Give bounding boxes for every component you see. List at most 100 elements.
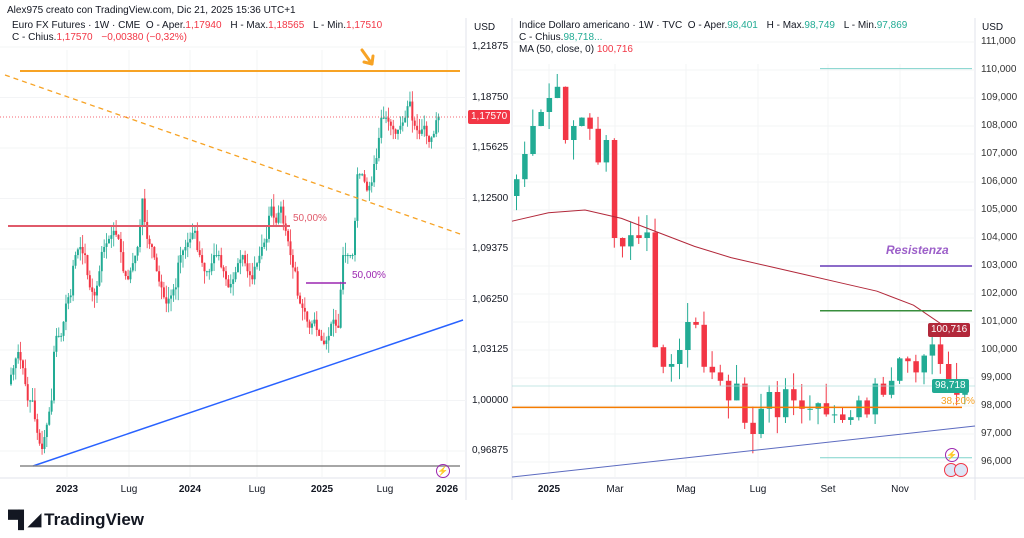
change-value: −0,00380 (−0,32%) <box>101 32 188 43</box>
candle <box>717 372 724 381</box>
close-label: C - Chius. <box>519 32 564 43</box>
candle <box>351 255 354 257</box>
candle <box>84 253 87 256</box>
x-axis-tick: 2025 <box>310 484 334 495</box>
candle <box>628 235 634 247</box>
open-value: 1,17940 <box>185 20 222 31</box>
lightning-icon[interactable]: ⚡ <box>436 464 450 478</box>
candle <box>401 122 404 126</box>
candle <box>287 230 290 242</box>
low-label: L - Min. <box>843 20 877 31</box>
y-axis-tick: 101,000 <box>981 316 1018 327</box>
candle <box>105 243 108 247</box>
y-axis-tick: 100,000 <box>981 344 1018 355</box>
y-axis-tick: 110,000 <box>981 64 1017 75</box>
x-axis-tick: Lug <box>248 484 266 495</box>
candle <box>750 422 756 434</box>
candle <box>170 295 173 299</box>
candle <box>53 351 55 401</box>
candle <box>897 358 903 381</box>
candle <box>888 380 895 395</box>
moving-average-line <box>511 209 951 331</box>
candle <box>100 251 103 272</box>
candle <box>79 246 82 250</box>
candle <box>387 117 390 122</box>
candle <box>668 364 675 367</box>
candle <box>611 140 618 238</box>
candle <box>41 443 44 449</box>
candle <box>12 368 15 375</box>
lightning-icon[interactable]: ⚡ <box>945 448 959 462</box>
x-axis-tick: Lug <box>749 484 767 495</box>
fib-label: 50,00% <box>352 270 386 281</box>
candle <box>96 285 98 296</box>
candle <box>182 250 184 256</box>
y-axis-tick: 107,000 <box>981 148 1018 159</box>
right-symbol[interactable]: Indice Dollaro americano · 1W · TVC <box>519 20 683 31</box>
candle <box>141 198 144 226</box>
candle <box>546 98 553 112</box>
candle <box>62 321 65 336</box>
y-axis-tick: 0,96875 <box>472 445 509 456</box>
candle <box>660 347 667 367</box>
fib-label: 50,00% <box>293 213 327 224</box>
candle <box>268 215 270 239</box>
right-currency: USD <box>982 22 1004 33</box>
candle <box>571 126 577 140</box>
candle <box>382 117 385 119</box>
candle <box>160 281 163 288</box>
x-axis-tick: Nov <box>891 484 909 495</box>
candle <box>929 344 936 356</box>
candle <box>72 265 75 296</box>
candle <box>24 368 27 385</box>
left-symbol[interactable]: Euro FX Futures · 1W · CME <box>12 20 141 31</box>
candle <box>334 319 337 326</box>
candle <box>184 246 187 251</box>
y-axis-tick: 1,03125 <box>472 344 509 355</box>
x-axis-tick: Mar <box>606 484 624 495</box>
low-value: 97,869 <box>876 20 908 31</box>
candle <box>554 86 561 98</box>
candle <box>562 86 569 140</box>
candle <box>244 255 247 264</box>
candle <box>150 244 153 247</box>
ma-legend[interactable]: MA (50, close, 0) 100,716 <box>519 44 964 56</box>
candle <box>208 271 211 273</box>
candle <box>872 383 879 415</box>
candle <box>93 291 96 296</box>
candle <box>179 255 182 263</box>
candle <box>220 255 223 268</box>
candle <box>289 241 292 256</box>
candle <box>246 263 249 272</box>
candle <box>282 206 285 224</box>
candle <box>725 380 732 401</box>
candle <box>425 125 428 137</box>
candle <box>148 238 151 245</box>
tradingview-logo-icon: ▀▌◢ <box>8 510 41 529</box>
candle <box>299 295 302 304</box>
candle <box>342 255 345 290</box>
tradingview-logo: ▀▌◢ TradingView <box>8 510 144 530</box>
candle <box>45 424 48 438</box>
candle <box>203 262 206 272</box>
candle <box>279 206 282 213</box>
candle <box>124 271 127 277</box>
right-legend: Indice Dollaro americano · 1W · TVC O - … <box>519 20 964 44</box>
candle <box>619 238 626 247</box>
x-axis-tick: 2024 <box>178 484 202 495</box>
candle <box>913 361 919 373</box>
y-axis-tick: 111,000 <box>981 36 1016 47</box>
candle <box>807 408 813 410</box>
candle <box>275 217 278 223</box>
candle <box>308 321 311 328</box>
y-axis-tick: 102,000 <box>981 288 1018 299</box>
candle <box>677 350 683 364</box>
candle <box>153 246 156 258</box>
x-axis-tick: Lug <box>120 484 138 495</box>
candle <box>225 271 227 280</box>
candle <box>344 255 347 257</box>
candle <box>74 255 77 266</box>
left-legend: Euro FX Futures · 1W · CME O - Aper.1,17… <box>12 20 452 44</box>
us-flag-icon[interactable] <box>954 463 968 477</box>
